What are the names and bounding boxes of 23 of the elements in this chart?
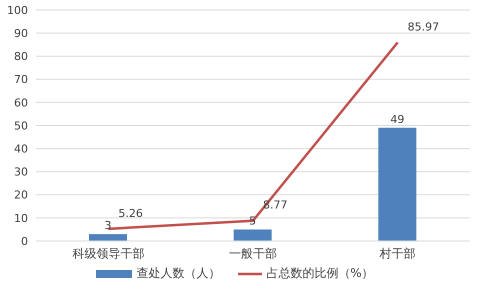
x-tick-label: 科级领导干部: [72, 246, 144, 261]
y-tick-label: 80: [14, 50, 28, 64]
data-label: 49: [390, 112, 404, 126]
bar: [89, 234, 127, 241]
data-label: 85.97: [408, 20, 440, 34]
data-label: 5.26: [118, 206, 143, 220]
y-tick-label: 0: [21, 234, 28, 248]
y-tick-label: 60: [14, 96, 28, 110]
x-tick-label: 村干部: [378, 246, 416, 261]
legend-label: 查处人数（人）: [136, 265, 220, 282]
y-tick-label: 20: [14, 188, 28, 202]
y-tick-label: 90: [14, 27, 28, 40]
data-label: 3: [104, 219, 112, 232]
y-tick-label: 100: [7, 4, 28, 17]
y-tick-label: 50: [14, 119, 28, 132]
y-tick-label: 30: [14, 166, 28, 179]
bar: [378, 128, 416, 241]
bar: [234, 229, 272, 241]
y-tick-label: 10: [14, 212, 28, 225]
y-tick-label: 70: [14, 73, 28, 86]
legend-label: 占总数的比例（%）: [266, 265, 374, 282]
x-tick-label: 一般干部: [229, 246, 277, 261]
y-tick-label: 40: [14, 142, 28, 156]
